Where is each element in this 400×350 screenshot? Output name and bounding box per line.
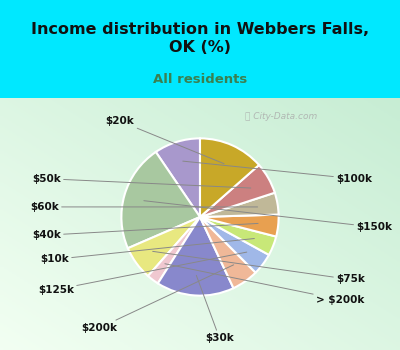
Text: $60k: $60k xyxy=(30,202,258,212)
Text: ⓘ City-Data.com: ⓘ City-Data.com xyxy=(244,112,317,121)
Text: $100k: $100k xyxy=(183,161,372,184)
Wedge shape xyxy=(200,217,269,273)
Text: $75k: $75k xyxy=(153,251,365,285)
Wedge shape xyxy=(200,217,256,288)
Text: $150k: $150k xyxy=(144,201,392,232)
Text: $200k: $200k xyxy=(81,265,234,333)
Text: Income distribution in Webbers Falls,
OK (%): Income distribution in Webbers Falls, OK… xyxy=(31,22,369,55)
Text: $50k: $50k xyxy=(32,174,251,188)
Text: $40k: $40k xyxy=(32,223,258,240)
Wedge shape xyxy=(156,138,200,217)
Text: $10k: $10k xyxy=(40,238,254,264)
Text: > $200k: > $200k xyxy=(165,264,364,304)
Wedge shape xyxy=(158,217,234,296)
Wedge shape xyxy=(200,215,279,237)
Text: $30k: $30k xyxy=(196,275,234,343)
Wedge shape xyxy=(200,217,276,255)
Wedge shape xyxy=(128,217,200,276)
Text: $125k: $125k xyxy=(38,252,247,295)
Text: All residents: All residents xyxy=(153,73,247,86)
Wedge shape xyxy=(200,165,275,217)
Wedge shape xyxy=(200,138,259,217)
Wedge shape xyxy=(148,217,200,284)
Text: $20k: $20k xyxy=(106,116,224,164)
Wedge shape xyxy=(200,193,278,217)
Wedge shape xyxy=(121,152,200,248)
